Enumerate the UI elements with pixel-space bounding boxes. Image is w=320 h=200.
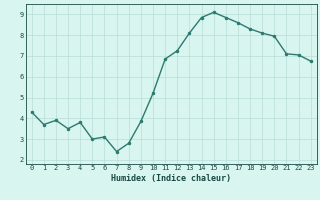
X-axis label: Humidex (Indice chaleur): Humidex (Indice chaleur) bbox=[111, 174, 231, 183]
